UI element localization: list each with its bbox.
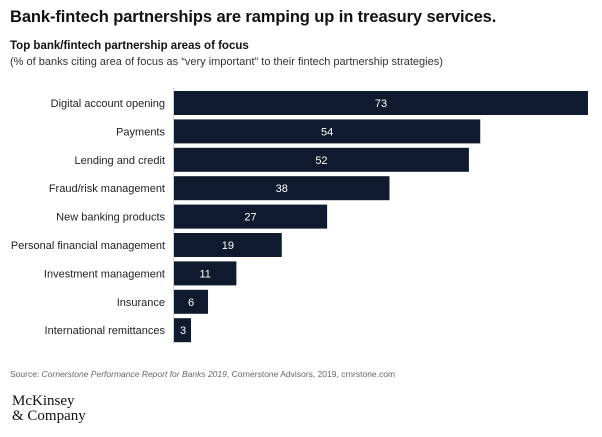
headline: Bank-fintech partnerships are ramping up… [10, 8, 497, 26]
bar [174, 261, 237, 286]
bar [174, 318, 192, 343]
value-label: 54 [321, 126, 333, 138]
value-label: 6 [188, 297, 194, 309]
logo-line-2: & Company [12, 408, 86, 424]
category-label: Payments [116, 126, 165, 138]
chart-subtitle: (% of banks citing area of focus as “ver… [10, 56, 443, 68]
category-label: Digital account opening [51, 98, 165, 110]
category-label: Lending and credit [74, 155, 165, 167]
category-label: Fraud/risk management [49, 183, 165, 195]
mckinsey-logo: McKinsey & Company [12, 394, 86, 424]
value-label: 38 [276, 183, 288, 195]
source-report-title: Cornerstone Performance Report for Banks… [41, 369, 227, 379]
source-prefix: Source: [10, 369, 42, 379]
category-label: International remittances [45, 325, 166, 337]
value-label: 73 [375, 98, 387, 110]
bar [174, 119, 481, 144]
source-note: Source: Cornerstone Performance Report f… [10, 369, 395, 379]
category-label: Investment management [44, 268, 165, 280]
logo-line-1: McKinsey [12, 393, 75, 409]
value-label: 19 [222, 240, 234, 252]
bar [174, 176, 390, 201]
bar [174, 289, 209, 314]
bar-chart: Digital account opening 73 Payments 54 Lendi… [11, 88, 588, 344]
chart-title: Top bank/fintech partnership areas of fo… [10, 40, 249, 52]
category-label: New banking products [56, 212, 165, 224]
bar [174, 147, 469, 172]
value-label: 3 [180, 325, 186, 337]
bars-group: Digital account opening 73 Payments 54 Lendi… [11, 91, 588, 343]
bar [174, 233, 282, 257]
bar [174, 204, 328, 229]
category-label: Insurance [117, 297, 165, 309]
value-label: 52 [315, 155, 327, 167]
bar [174, 91, 588, 115]
value-label: 11 [199, 268, 210, 280]
category-label: Personal financial management [11, 240, 165, 252]
value-label: 27 [244, 212, 256, 224]
source-rest: , Cornerstone Advisors, 2019, crnrstone.… [226, 369, 396, 379]
